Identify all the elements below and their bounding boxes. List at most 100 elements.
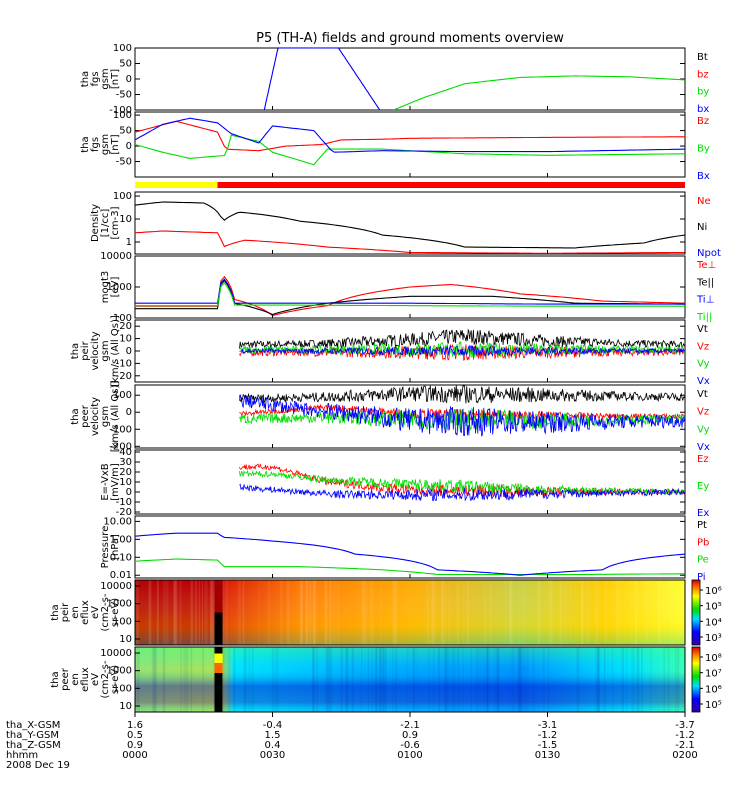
density-ytick-label: 1 [126, 237, 132, 248]
peer-en-texture [519, 647, 522, 712]
peir-en-texture [630, 580, 633, 645]
peir-en-texture [483, 580, 487, 645]
peer-en-texture [525, 647, 529, 712]
temperature-ylabel: moqt3 [eV] [100, 271, 121, 304]
peer-en-texture [532, 647, 535, 712]
peer-en-ylabel: tha peer en eflux eV (cm2-s-sr-eV) [50, 660, 121, 698]
peer-en-texture [542, 647, 545, 712]
fgs-series-Bx [135, 117, 685, 153]
fgs-zoom-legend-by: by [697, 87, 709, 98]
peir-en-texture [305, 580, 308, 645]
peir-en-texture [669, 580, 673, 645]
peer-en-texture [154, 647, 157, 712]
peir-en-texture [443, 580, 446, 645]
peir-velocity-ylabel-line: gsm [100, 340, 111, 361]
peer-velocity-legend-Vy: Vy [697, 424, 710, 435]
peir-en-texture [362, 580, 365, 645]
temperature-series-group [135, 275, 685, 317]
peir-en-ylabel-line: en [70, 606, 81, 619]
peer-en-colorbar-label: 10⁶ [705, 684, 722, 695]
peir-en-texture [286, 580, 290, 645]
peer-en-texture [376, 647, 378, 712]
x-axis-value: 0030 [260, 750, 285, 761]
peer-en-texture [633, 647, 635, 712]
peir-velocity-legend-Vz: Vz [697, 341, 709, 352]
pressure-series-group [135, 532, 685, 576]
peir-en-texture [593, 580, 596, 645]
fgs-ylabel-line: [nT] [110, 134, 121, 154]
peer-en-texture [190, 647, 193, 712]
peir-en-texture [164, 580, 166, 645]
x-axis-row-label: tha_Y-GSM [6, 730, 59, 741]
peer-en-texture [663, 647, 665, 712]
peir-en-texture [213, 580, 215, 645]
fgs-zoom-series-group [263, 48, 685, 110]
peir-en-ytick-label: 10 [119, 634, 132, 645]
peir-en-texture [595, 580, 599, 645]
efield-series-Ey [239, 469, 685, 496]
peir-en-texture [462, 580, 465, 645]
peer-en-colorbar-label: 10⁵ [705, 700, 722, 711]
peer-en-texture [395, 647, 398, 712]
peir-en-ylabel-line: eflux [80, 600, 91, 625]
fgs-ylabel-line: gsm [100, 134, 111, 155]
peir-en-texture [204, 580, 207, 645]
fgs-series-Bz [135, 120, 685, 152]
temperature-ylabel-line: moqt3 [100, 271, 111, 304]
peer-en-texture [382, 647, 384, 712]
peer-en-texture [444, 647, 448, 712]
x-axis-value: -2.1 [400, 720, 420, 731]
peer-en-texture [277, 647, 279, 712]
peer-en-texture [604, 647, 606, 712]
peer-en-texture [248, 647, 251, 712]
pressure-legend-Pe: Pe [697, 555, 709, 566]
peir-en-texture [426, 580, 430, 645]
peir-en-texture [314, 580, 318, 645]
peer-en-texture [478, 647, 482, 712]
peer-en-texture [202, 647, 205, 712]
peer-en-texture [519, 647, 521, 712]
peir-en-texture [336, 580, 340, 645]
peer-en-texture [457, 647, 460, 712]
efield-series-Ex [239, 483, 685, 502]
x-axis-value: -1.5 [538, 740, 558, 751]
peir-en-texture [242, 580, 245, 645]
peir-velocity-ylabel: tha peir velocity gsm [km/s (All Qs)] [70, 315, 121, 387]
efield-ytick-label: 30 [119, 457, 132, 468]
peer-velocity-series-Vx [239, 394, 685, 437]
x-axis-value: -0.6 [400, 740, 420, 751]
peer-en-texture [186, 647, 189, 712]
peir-en-texture [432, 580, 435, 645]
peer-en-texture [325, 647, 328, 712]
peir-en-texture [309, 580, 312, 645]
pressure-legend-Pi: Pi [697, 572, 706, 583]
peer-velocity-ylabel-line: peer [80, 404, 91, 428]
peir-en-texture [173, 580, 176, 645]
efield-ylabel-line: E=-VxB [100, 463, 111, 500]
peir-en-texture [324, 580, 328, 645]
x-axis-value: 0100 [397, 750, 422, 761]
peir-velocity-ytick-label: 0 [126, 346, 132, 357]
peer-en-texture [222, 647, 224, 712]
peir-en-texture [581, 580, 584, 645]
peir-velocity-ytick-label: -10 [116, 358, 132, 369]
fgs-frame [134, 111, 686, 178]
fgs-zoom-ytick-label: -50 [116, 90, 132, 101]
peer-en-texture [340, 647, 344, 712]
peir-en-spectrum-shade [135, 580, 685, 645]
peer-en-texture [451, 647, 453, 712]
panel-peir-en: 10000 1000 100 10 10⁶ 10⁵ 10⁴ 10³ [100, 579, 722, 646]
peer-en-gap [214, 647, 223, 712]
x-axis-value: 0.4 [265, 740, 281, 751]
peer-en-texture [406, 647, 409, 712]
peir-en-colorbar-label: 10⁶ [705, 586, 722, 597]
peer-velocity-ytick-label: -100 [109, 424, 132, 435]
fgs-ytick-label: 100 [113, 110, 132, 121]
peir-en-texture [222, 580, 225, 645]
fgs-zoom-ylabel-line: tha [80, 71, 91, 87]
peir-en-texture [300, 580, 304, 645]
pressure-legend-Pt: Pt [697, 520, 707, 531]
peir-en-texture [645, 580, 648, 645]
fgs-legend-Bx: Bx [697, 171, 710, 182]
peir-en-colorbar-label: 10⁵ [705, 602, 722, 613]
